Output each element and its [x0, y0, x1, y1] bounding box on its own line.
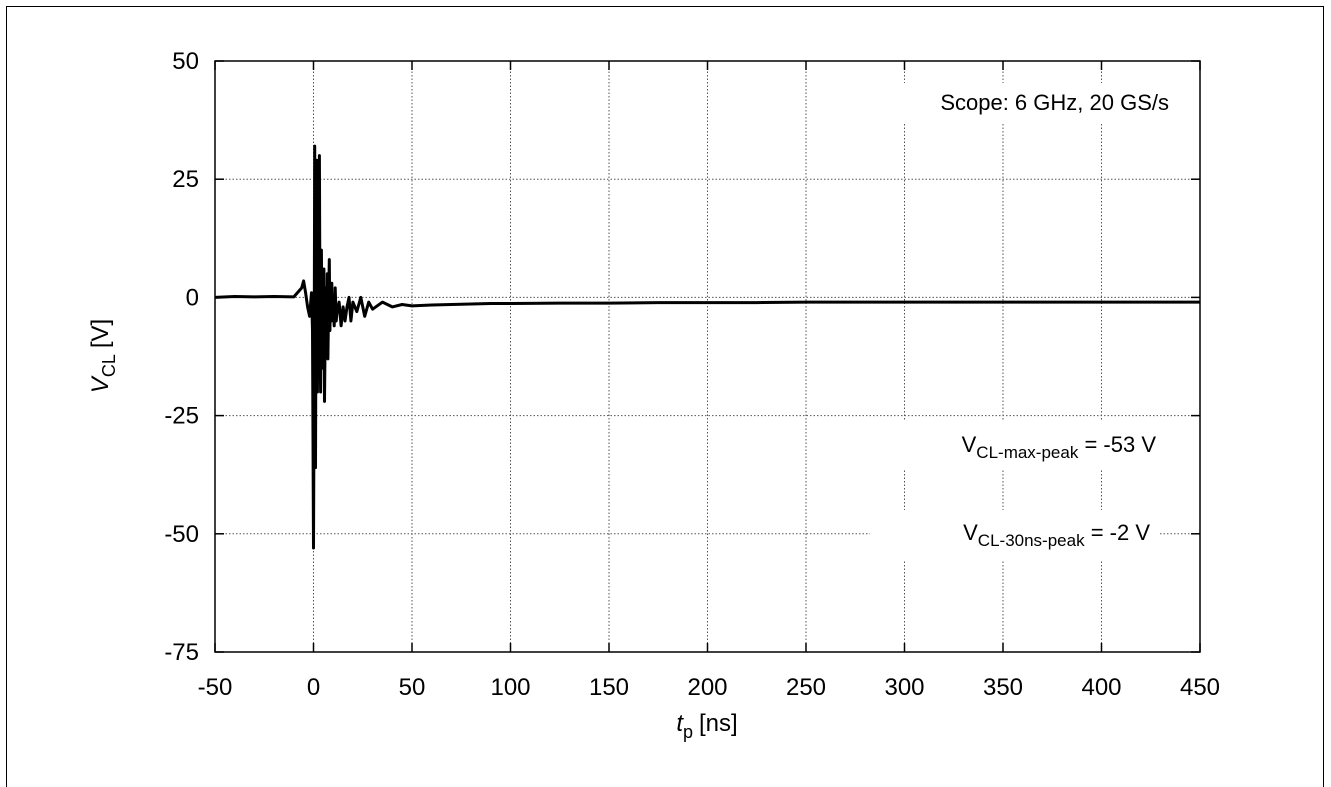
scope-annotation-bg	[842, 83, 1187, 123]
y-tick-label: 25	[172, 166, 199, 193]
series-line	[214, 144, 1200, 550]
axis-ticks	[214, 60, 1201, 653]
x-tick-labels: -50 0 50 100 150 200 250 300 350 400 450	[198, 674, 1220, 701]
y-tick-label: 50	[172, 48, 199, 75]
x-tick-label: 250	[786, 674, 826, 701]
peak30-annotation-bg	[870, 510, 1158, 560]
y-tick-label: -25	[164, 403, 199, 430]
x-tick-label: 300	[884, 674, 924, 701]
y-tick-label: -75	[164, 639, 199, 666]
y-tick-label: 0	[186, 284, 199, 311]
y-tick-labels: -75 -50 -25 0 25 50	[164, 48, 199, 666]
x-tick-label: 50	[399, 674, 426, 701]
x-axis-label: tp [ns]	[676, 710, 737, 742]
max-peak-annotation: VCL-max-peak = -53 V	[962, 432, 1157, 462]
peak30-annotation: VCL-30ns-peak = -2 V	[963, 520, 1150, 550]
scope-annotation: Scope: 6 GHz, 20 GS/s	[940, 90, 1169, 115]
x-tick-label: 100	[490, 674, 530, 701]
x-tick-label: -50	[198, 674, 233, 701]
y-tick-label: -50	[164, 521, 199, 548]
x-tick-label: 0	[307, 674, 320, 701]
x-tick-label: 200	[687, 674, 727, 701]
x-tick-label: 400	[1081, 674, 1121, 701]
figure-frame	[6, 6, 1324, 787]
x-tick-label: 150	[589, 674, 629, 701]
y-axis-label: VCL[V]	[87, 319, 119, 393]
series-group	[214, 144, 1200, 550]
max-peak-annotation-bg	[858, 420, 1163, 470]
x-tick-label: 450	[1180, 674, 1220, 701]
grid	[215, 61, 1200, 652]
x-tick-label: 350	[983, 674, 1023, 701]
